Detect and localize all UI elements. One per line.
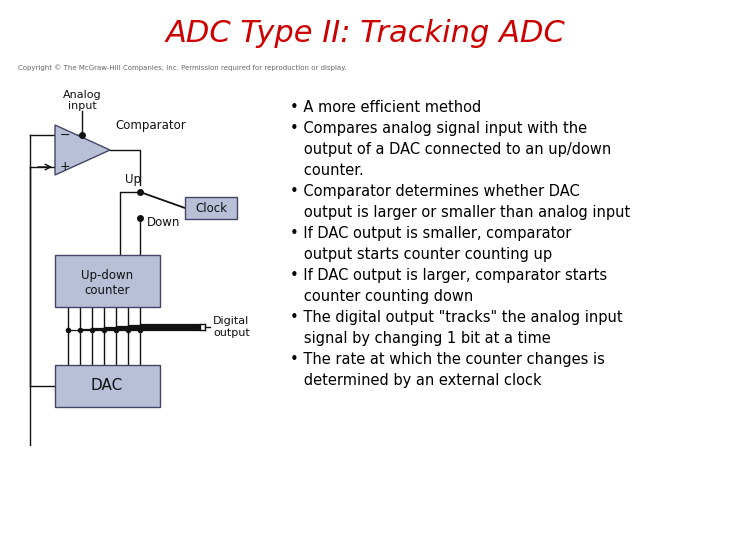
Text: Up: Up [125,173,141,187]
Text: Copyright © The McGraw-Hill Companies, Inc. Permission required for reproduction: Copyright © The McGraw-Hill Companies, I… [18,65,347,71]
Text: input: input [68,101,96,111]
Text: Analog: Analog [63,90,101,100]
FancyBboxPatch shape [185,197,237,219]
Text: −: − [60,129,71,142]
Text: Comparator: Comparator [115,119,185,131]
Text: Digital: Digital [213,316,249,326]
Text: Down: Down [147,216,180,229]
FancyBboxPatch shape [55,255,160,307]
Text: output: output [213,328,250,338]
Text: Clock: Clock [195,201,227,214]
Text: +: + [60,160,71,173]
Polygon shape [55,125,110,175]
Text: ADC Type II: Tracking ADC: ADC Type II: Tracking ADC [165,19,565,48]
Text: Up-down: Up-down [81,269,133,282]
FancyBboxPatch shape [55,365,160,407]
Text: • A more efficient method
• Compares analog signal input with the
   output of a: • A more efficient method • Compares ana… [290,100,630,388]
Text: DAC: DAC [91,379,123,393]
Text: counter: counter [84,283,130,296]
